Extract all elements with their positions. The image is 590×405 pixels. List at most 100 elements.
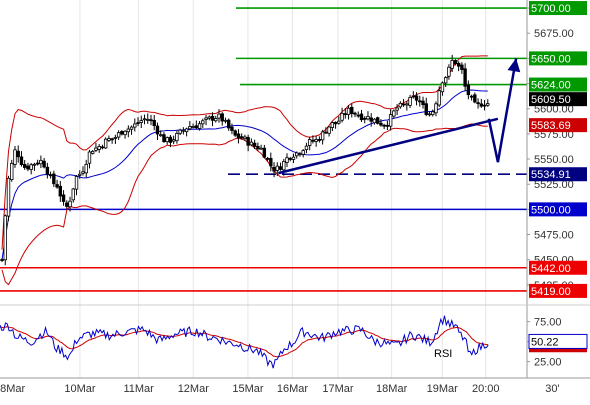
candle-body [52, 173, 56, 185]
price-tag-text: 5534.91 [531, 169, 571, 181]
candle-body [68, 200, 72, 208]
candle-body [346, 107, 351, 115]
candle-body [301, 150, 305, 155]
rsi-value-tag [528, 333, 588, 349]
candle-body [414, 95, 419, 101]
candle-body [476, 102, 480, 105]
candle-body [356, 114, 360, 117]
candle-body [249, 141, 254, 146]
price-tag-5650.00 [529, 51, 587, 66]
candle-body [214, 118, 218, 122]
candle-body [239, 136, 244, 139]
price-tick-label: 5525.00 [534, 179, 574, 191]
rsi-tick-label: 75.00 [534, 317, 562, 329]
candle-body [385, 124, 390, 127]
candle-body [22, 164, 27, 168]
moving-average [1, 89, 488, 260]
candle-body [227, 119, 231, 129]
candle-body [178, 129, 182, 134]
candle-body [129, 126, 134, 130]
candle-body [210, 115, 215, 121]
candle-body [97, 146, 101, 150]
candle-body [443, 77, 448, 84]
candle-body [252, 142, 257, 147]
candle-body [116, 132, 121, 138]
candle-body [469, 95, 474, 98]
candle-body [366, 116, 370, 120]
candle-body [482, 104, 487, 107]
candle-body [427, 113, 432, 116]
candle-body [71, 188, 75, 201]
price-tag-text: 5650.00 [531, 53, 571, 65]
candle-body [0, 259, 4, 261]
price-tag-5583.69 [529, 118, 587, 133]
candle-body [479, 103, 484, 107]
candle-body [434, 103, 438, 114]
candle-body [175, 133, 179, 142]
candle-body [48, 174, 53, 177]
candle-body [327, 126, 331, 134]
candle-body [337, 120, 341, 124]
candle-body [65, 202, 69, 207]
candle-body [87, 151, 92, 164]
time-tick-label: 19Mar [427, 383, 459, 395]
candle-body [78, 173, 82, 176]
candle-body [291, 156, 296, 160]
candle-body [152, 119, 156, 127]
time-tick-label: 11Mar [123, 383, 154, 395]
candle-body [126, 128, 131, 133]
candle-body [236, 133, 241, 139]
candle-body [418, 100, 422, 103]
candle-body [330, 122, 335, 128]
candle-body [440, 82, 445, 93]
candle-body [304, 145, 309, 151]
candle-body [317, 139, 322, 141]
price-tick-label: 5600.00 [534, 104, 574, 116]
candle-body [350, 106, 354, 114]
candle-body [139, 120, 143, 123]
candle-body [123, 130, 127, 136]
time-tick-label: 20:00 [472, 383, 500, 395]
candle-body [74, 176, 79, 190]
price-tick-label: 5550.00 [534, 154, 574, 166]
time-tick-label: 17Mar [322, 383, 354, 395]
candle-body [340, 112, 344, 121]
candle-body [453, 60, 458, 65]
candle-body [136, 122, 140, 125]
candle-body [84, 163, 88, 174]
candle-body [194, 125, 199, 129]
candle-body [191, 126, 195, 128]
candle-body [359, 113, 364, 121]
candle-body [81, 171, 85, 174]
price-tag-text: 5700.00 [531, 3, 571, 15]
candle-body [256, 145, 260, 150]
candlesticks [0, 54, 490, 266]
candle-body [243, 136, 247, 140]
candle-body [159, 134, 163, 137]
candle-body [392, 110, 396, 117]
candle-body [298, 153, 302, 156]
candle-body [379, 122, 383, 126]
candle-body [343, 113, 347, 116]
time-tick-label: 30' [545, 383, 559, 395]
candle-body [168, 136, 173, 143]
candle-body [456, 62, 461, 67]
candle-body [320, 131, 325, 141]
rsi-value-tag-text: 50.22 [531, 336, 559, 348]
candle-body [110, 138, 114, 141]
candle-body [197, 123, 202, 129]
candle-body [375, 117, 380, 124]
candle-body [29, 164, 33, 170]
candle-body [165, 137, 169, 143]
candle-body [230, 126, 234, 131]
projection-arrow [487, 58, 518, 163]
candle-body [353, 112, 357, 115]
candle-body [100, 146, 105, 149]
price-tag-5624.00 [529, 77, 587, 92]
price-tag-5609.50 [529, 92, 587, 107]
candle-body [188, 126, 192, 130]
candle-body [142, 118, 147, 121]
candle-body [369, 117, 373, 122]
candle-body [207, 116, 211, 119]
